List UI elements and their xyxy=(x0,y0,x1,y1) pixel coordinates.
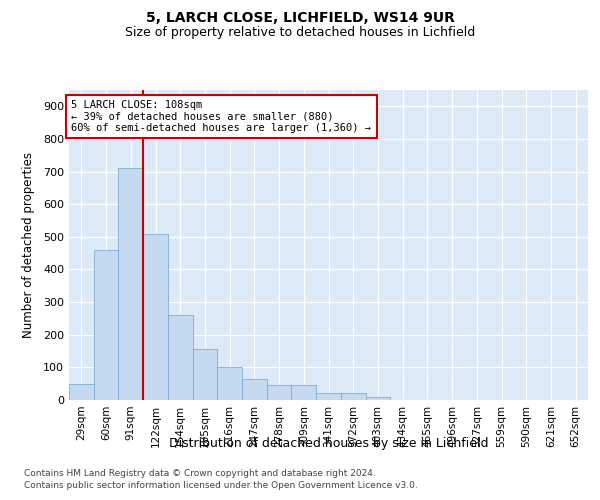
Bar xyxy=(267,386,292,400)
Bar xyxy=(118,168,143,400)
Bar xyxy=(217,368,242,400)
Bar xyxy=(316,394,341,400)
Text: 5 LARCH CLOSE: 108sqm
← 39% of detached houses are smaller (880)
60% of semi-det: 5 LARCH CLOSE: 108sqm ← 39% of detached … xyxy=(71,100,371,133)
Text: Distribution of detached houses by size in Lichfield: Distribution of detached houses by size … xyxy=(169,438,488,450)
Bar xyxy=(69,384,94,400)
Bar xyxy=(94,250,118,400)
Bar xyxy=(292,386,316,400)
Bar xyxy=(242,379,267,400)
Text: 5, LARCH CLOSE, LICHFIELD, WS14 9UR: 5, LARCH CLOSE, LICHFIELD, WS14 9UR xyxy=(146,11,454,25)
Bar xyxy=(341,394,365,400)
Bar xyxy=(365,396,390,400)
Text: Contains public sector information licensed under the Open Government Licence v3: Contains public sector information licen… xyxy=(24,481,418,490)
Text: Contains HM Land Registry data © Crown copyright and database right 2024.: Contains HM Land Registry data © Crown c… xyxy=(24,469,376,478)
Y-axis label: Number of detached properties: Number of detached properties xyxy=(22,152,35,338)
Bar xyxy=(193,350,217,400)
Bar xyxy=(143,234,168,400)
Bar xyxy=(168,315,193,400)
Text: Size of property relative to detached houses in Lichfield: Size of property relative to detached ho… xyxy=(125,26,475,39)
